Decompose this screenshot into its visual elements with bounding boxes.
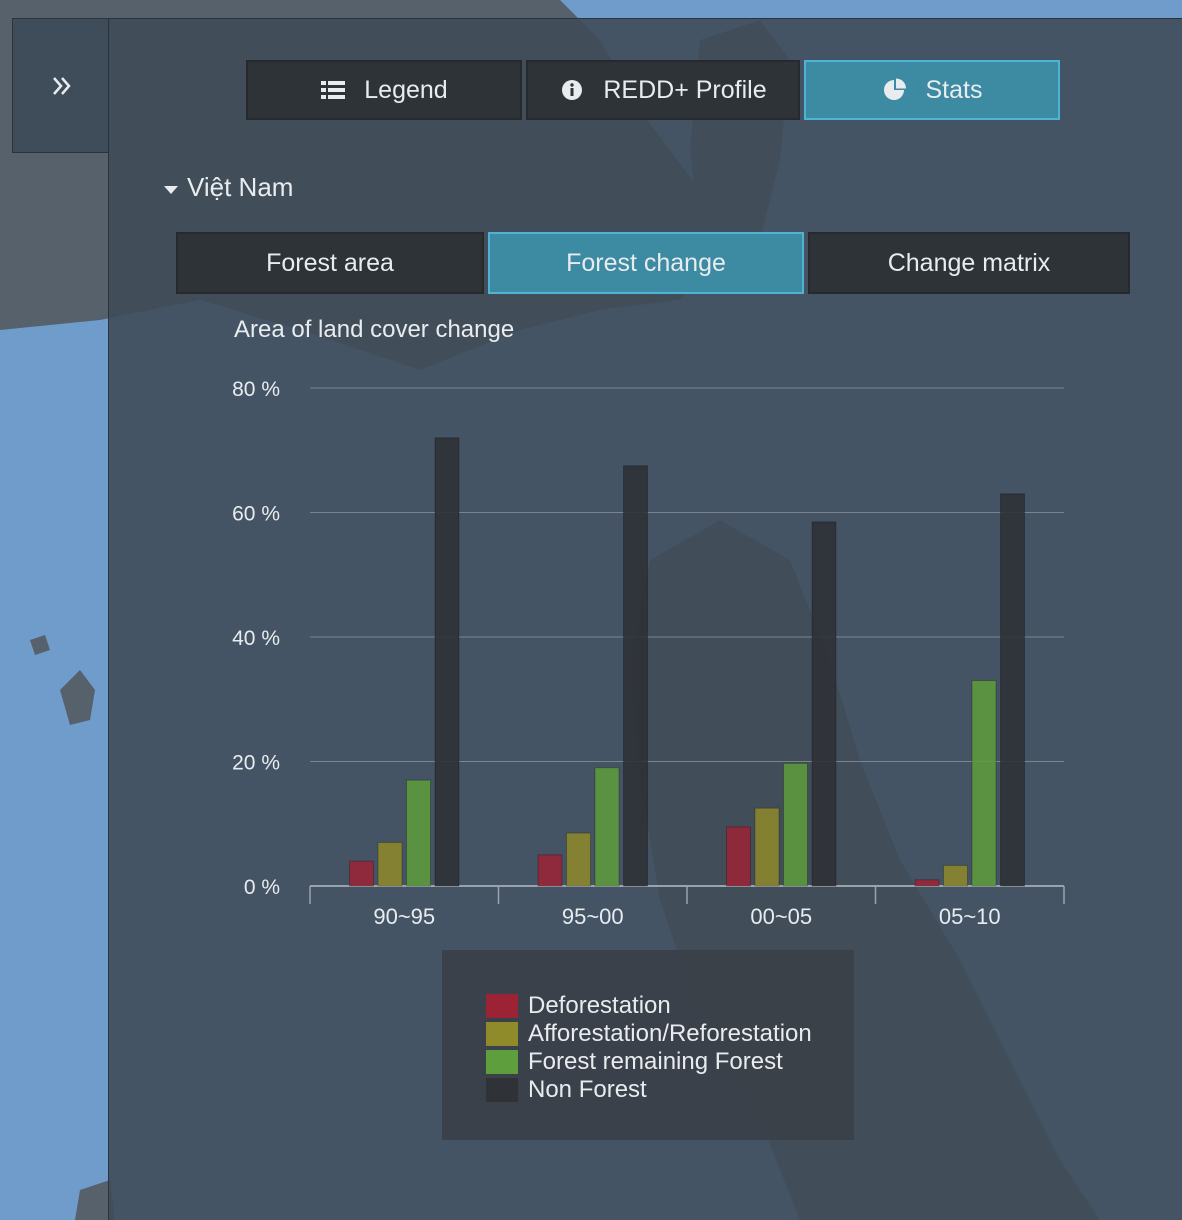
tab-change-matrix[interactable]: Change matrix [808, 232, 1130, 294]
legend-label: Afforestation/Reforestation [528, 1020, 812, 1047]
legend-item-non-forest[interactable]: Non Forest [486, 1076, 647, 1104]
tab-change-matrix-label: Change matrix [887, 248, 1051, 277]
legend-swatch [486, 1050, 518, 1074]
tab-stats[interactable]: Stats [804, 60, 1060, 120]
legend-swatch [486, 1078, 518, 1102]
tab-legend[interactable]: Legend [246, 60, 522, 120]
tab-stats-label: Stats [925, 75, 983, 104]
tab-forest-area[interactable]: Forest area [176, 232, 484, 294]
tab-forest-area-label: Forest area [266, 248, 394, 277]
chart-legend: Deforestation Afforestation/Reforestatio… [442, 950, 854, 1140]
tab-forest-change[interactable]: Forest change [488, 232, 804, 294]
country-section-toggle[interactable]: Việt Nam [163, 172, 293, 203]
pie-chart-icon [882, 77, 908, 103]
tab-redd-profile[interactable]: REDD+ Profile [526, 60, 800, 120]
caret-down-icon [163, 172, 179, 203]
chart-title: Area of land cover change [234, 316, 515, 343]
legend-item-forest-remaining[interactable]: Forest remaining Forest [486, 1048, 783, 1076]
legend-swatch [486, 994, 518, 1018]
tab-redd-profile-label: REDD+ Profile [603, 75, 767, 104]
legend-swatch [486, 1022, 518, 1046]
legend-label: Deforestation [528, 992, 671, 1019]
country-name: Việt Nam [187, 172, 294, 202]
tab-legend-label: Legend [364, 75, 448, 104]
info-icon [559, 77, 585, 103]
legend-item-afforestation[interactable]: Afforestation/Reforestation [486, 1020, 812, 1048]
tab-forest-change-label: Forest change [566, 248, 726, 277]
legend-label: Forest remaining Forest [528, 1048, 783, 1075]
list-icon [320, 77, 346, 103]
double-chevron-right-icon[interactable] [48, 72, 76, 100]
legend-label: Non Forest [528, 1076, 647, 1103]
legend-item-deforestation[interactable]: Deforestation [486, 992, 671, 1020]
